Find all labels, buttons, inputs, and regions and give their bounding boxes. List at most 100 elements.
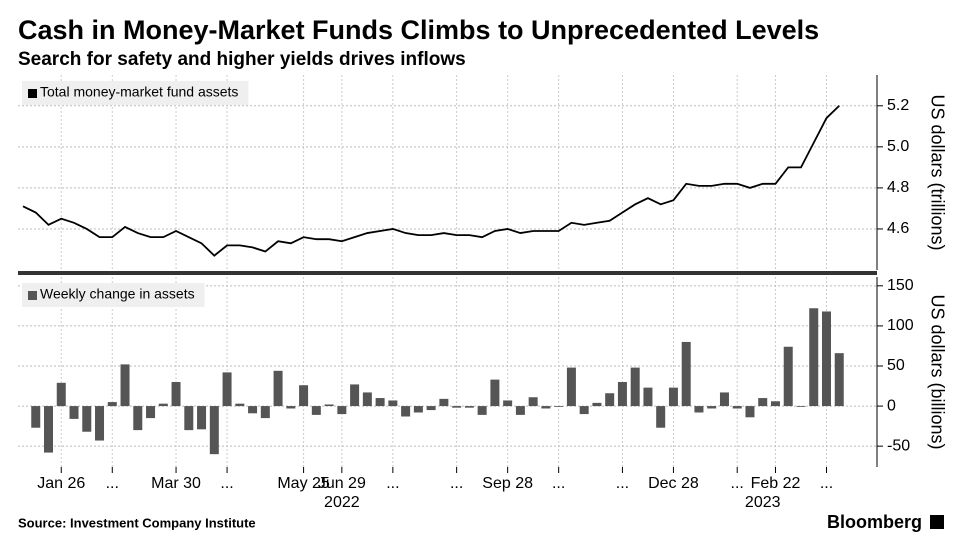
bar — [694, 406, 704, 413]
x-tick-label: ... — [450, 475, 463, 492]
bar — [350, 384, 360, 407]
bar — [592, 402, 602, 407]
bar — [477, 406, 487, 415]
x-tick-label: Dec 28 — [648, 475, 699, 492]
bar — [452, 406, 462, 408]
y-tick-label: -50 — [887, 437, 910, 454]
bar — [95, 406, 105, 441]
bar — [299, 385, 309, 407]
bar — [630, 367, 640, 407]
bar — [184, 406, 194, 431]
bar — [44, 406, 54, 453]
legend-box — [22, 81, 249, 105]
bar — [681, 341, 691, 407]
bar — [617, 382, 627, 407]
bar — [643, 387, 653, 407]
legend-swatch — [28, 89, 37, 98]
bar — [133, 406, 143, 431]
legend-box — [22, 283, 205, 307]
bar — [401, 406, 411, 417]
bar — [490, 379, 500, 407]
x-tick-label: Mar 30 — [151, 475, 201, 492]
bar — [732, 406, 742, 409]
y-tick-label: 0 — [887, 397, 896, 414]
bar — [656, 406, 666, 428]
bar — [146, 406, 156, 419]
brand-logo — [930, 515, 944, 529]
legend-label: Weekly change in assets — [40, 286, 195, 302]
bar — [554, 406, 564, 407]
bar — [158, 403, 168, 407]
bar — [439, 398, 449, 407]
y-tick-label: 100 — [887, 317, 914, 334]
bar — [605, 393, 615, 407]
bar — [197, 406, 207, 430]
bar — [69, 406, 79, 419]
bar — [324, 404, 334, 407]
bar — [464, 406, 474, 408]
x-tick-label: May 25 — [277, 475, 330, 492]
x-year-label: 2022 — [324, 494, 360, 511]
bar — [388, 400, 398, 407]
bar — [707, 406, 717, 409]
bar — [82, 406, 92, 432]
bar — [413, 406, 423, 413]
bar — [745, 406, 755, 418]
x-tick-label: Feb 22 — [751, 475, 801, 492]
bar — [503, 400, 513, 407]
bar — [821, 311, 831, 407]
bar — [31, 406, 41, 428]
bar — [222, 372, 232, 407]
x-tick-label: ... — [220, 475, 233, 492]
bar — [209, 406, 219, 455]
y-tick-label: 4.8 — [887, 179, 909, 196]
line — [22, 105, 840, 257]
x-tick-label: ... — [386, 475, 399, 492]
bar — [834, 353, 844, 407]
chart-title: Cash in Money-Market Funds Climbs to Unp… — [18, 15, 819, 45]
bar — [528, 397, 538, 407]
bar — [515, 406, 525, 415]
x-tick-label: Jun 29 — [318, 475, 366, 492]
x-tick-label: Jan 26 — [37, 475, 85, 492]
bar — [579, 406, 589, 415]
bar — [719, 392, 729, 407]
brand: Bloomberg — [827, 512, 922, 532]
bar — [426, 406, 436, 411]
bar — [668, 387, 678, 407]
bar — [311, 406, 321, 415]
bar — [235, 403, 245, 407]
bar — [362, 392, 372, 407]
x-tick-label: ... — [616, 475, 629, 492]
chart-subtitle: Search for safety and higher yields driv… — [18, 49, 466, 70]
x-tick-label: ... — [820, 475, 833, 492]
bar — [260, 406, 270, 419]
source: Source: Investment Company Institute — [18, 515, 256, 530]
y-axis-title: US dollars (billions) — [927, 294, 947, 449]
legend-swatch — [28, 291, 37, 300]
bar — [770, 401, 780, 407]
bar — [107, 402, 117, 407]
y-axis-title: US dollars (trillions) — [927, 94, 947, 250]
y-tick-label: 5.0 — [887, 138, 909, 155]
bar — [337, 406, 347, 415]
bar — [783, 346, 793, 407]
bar — [273, 370, 283, 407]
x-tick-label: ... — [552, 475, 565, 492]
bar — [375, 398, 385, 407]
x-tick-label: ... — [106, 475, 119, 492]
y-tick-label: 150 — [887, 277, 914, 294]
bar — [248, 406, 258, 414]
bar — [171, 382, 181, 407]
y-tick-label: 50 — [887, 357, 905, 374]
y-tick-label: 4.6 — [887, 220, 909, 237]
bar — [809, 308, 819, 407]
bar — [56, 382, 66, 407]
x-tick-label: ... — [731, 475, 744, 492]
x-tick-label: Sep 28 — [482, 475, 533, 492]
bar — [286, 406, 296, 409]
y-tick-label: 5.2 — [887, 97, 909, 114]
x-year-label: 2023 — [745, 494, 781, 511]
